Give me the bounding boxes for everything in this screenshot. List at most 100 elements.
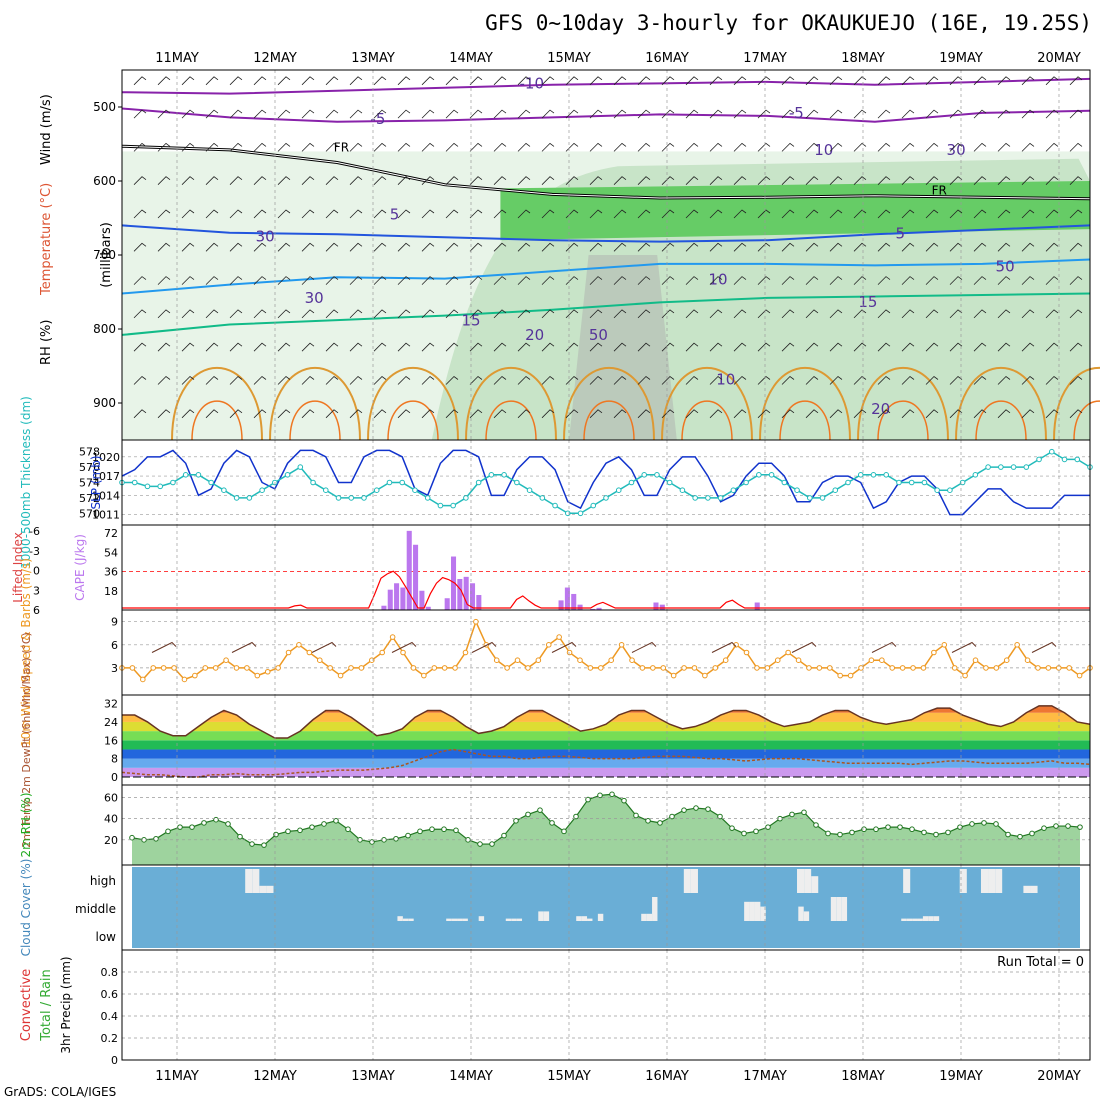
precip-ylabel: 3hr Precip (mm) Total / Rain Convective bbox=[19, 956, 73, 1053]
wind-barb bbox=[493, 176, 507, 185]
thickness-point bbox=[730, 487, 737, 494]
wind-barb bbox=[925, 409, 939, 419]
wind-ylabel: 10m Wind Speed & Barbs (m/s) bbox=[19, 558, 33, 747]
thickness-point bbox=[310, 479, 316, 486]
rh-point bbox=[729, 825, 735, 831]
wind-barb bbox=[973, 242, 987, 252]
wind-barb bbox=[517, 276, 531, 285]
wind-barb bbox=[349, 409, 363, 419]
cloud-mid-bar bbox=[408, 918, 414, 921]
wind-barb bbox=[589, 109, 603, 119]
rh-point bbox=[837, 831, 843, 838]
wind-barb bbox=[781, 209, 795, 219]
wind-barb bbox=[829, 76, 843, 86]
isotherm-line bbox=[121, 107, 1091, 123]
thickness-point bbox=[666, 479, 673, 486]
wind-barb bbox=[349, 342, 363, 352]
wind-barb bbox=[229, 409, 243, 419]
wind-barb bbox=[301, 276, 315, 285]
wind-barb bbox=[589, 242, 603, 252]
wind-barb bbox=[229, 276, 243, 285]
rh-point bbox=[825, 830, 831, 837]
footer-credit: GrADS: COLA/IGES bbox=[4, 1085, 116, 1099]
wind-barb bbox=[301, 409, 315, 419]
rh-point bbox=[765, 824, 771, 830]
wind-speed-point bbox=[931, 649, 937, 656]
wind-barb bbox=[877, 309, 891, 319]
wind-speed-point bbox=[504, 665, 510, 671]
wind-barb bbox=[871, 641, 897, 653]
wind-barb bbox=[1069, 76, 1083, 86]
wind-barb bbox=[469, 76, 483, 86]
contour-label: -10 bbox=[520, 75, 545, 93]
wind-barb bbox=[349, 109, 363, 119]
chart-title: GFS 0~10day 3-hourly for OKAUKUEJO (16E,… bbox=[485, 11, 1092, 35]
rh-point bbox=[861, 826, 867, 833]
wind-barb bbox=[421, 242, 435, 252]
wind-speed-point bbox=[774, 657, 781, 664]
wind-barb bbox=[613, 142, 627, 152]
isotherm-25-arc bbox=[681, 400, 733, 441]
thickness-point bbox=[756, 472, 762, 478]
wind-barb bbox=[205, 409, 219, 419]
wind-barb bbox=[253, 76, 267, 86]
wind-barb bbox=[493, 375, 507, 385]
slp-ylabel: 1000-500mb Thickness (dm) SLP (mb) bbox=[19, 396, 103, 569]
wind-barb bbox=[445, 375, 459, 385]
wind-barb bbox=[133, 176, 147, 185]
wind-barb bbox=[277, 309, 291, 319]
wind-barb bbox=[805, 409, 819, 419]
freezing-label: FR bbox=[932, 183, 947, 197]
wind-barb bbox=[325, 409, 339, 419]
wind-barb bbox=[325, 209, 339, 219]
isotherm-20-arc bbox=[563, 367, 655, 441]
wind-barb bbox=[421, 375, 435, 385]
wind-speed-point bbox=[1003, 657, 1010, 664]
thickness-point bbox=[208, 479, 214, 486]
thickness-point bbox=[908, 479, 915, 486]
cape-bar bbox=[596, 607, 602, 610]
wind-speed-point bbox=[691, 665, 698, 671]
precip-tick-label: 0.4 bbox=[101, 1010, 119, 1023]
rh-point bbox=[489, 841, 495, 847]
isotherm-25-arc bbox=[583, 400, 635, 441]
wind-barb bbox=[757, 209, 771, 219]
wind-speed-point bbox=[962, 672, 968, 679]
wind-barb bbox=[517, 409, 531, 419]
wind-barb bbox=[685, 209, 699, 219]
rh-point bbox=[1005, 831, 1011, 838]
wind-barb bbox=[205, 109, 219, 119]
wind-barb bbox=[469, 209, 483, 219]
wind-barb bbox=[181, 409, 195, 419]
cloud-mid-bar bbox=[516, 918, 523, 921]
wind-speed-point bbox=[754, 665, 760, 671]
thickness-point bbox=[743, 479, 749, 486]
thickness-point bbox=[794, 487, 800, 494]
cloud-level-label: high bbox=[90, 874, 116, 888]
thickness-point bbox=[947, 487, 953, 494]
wind-barb bbox=[711, 641, 737, 653]
wind-barb bbox=[997, 109, 1011, 119]
wind-barb bbox=[253, 142, 267, 152]
rh-point bbox=[969, 821, 975, 827]
wind-barb bbox=[829, 209, 843, 219]
wind-barb bbox=[973, 76, 987, 86]
wind-barb bbox=[757, 76, 771, 86]
contour-label: 30 bbox=[305, 289, 324, 307]
rh-point bbox=[909, 826, 915, 833]
rh-point bbox=[309, 824, 315, 830]
wind-barb bbox=[565, 309, 579, 319]
wind-barb bbox=[925, 209, 939, 219]
wind-barb bbox=[853, 76, 867, 86]
wind-barb bbox=[541, 409, 555, 419]
cloud-high-bar bbox=[690, 869, 698, 893]
wind-barb bbox=[901, 76, 915, 86]
wind-barb bbox=[1021, 276, 1035, 285]
wind-barb bbox=[133, 276, 147, 285]
wind-barb bbox=[805, 176, 819, 185]
isotherm-20-arc bbox=[955, 367, 1047, 441]
thickness-point bbox=[1036, 456, 1042, 463]
cloud-mid-bar bbox=[652, 897, 658, 921]
cape-bar bbox=[400, 587, 406, 610]
wind-barb bbox=[853, 142, 867, 152]
